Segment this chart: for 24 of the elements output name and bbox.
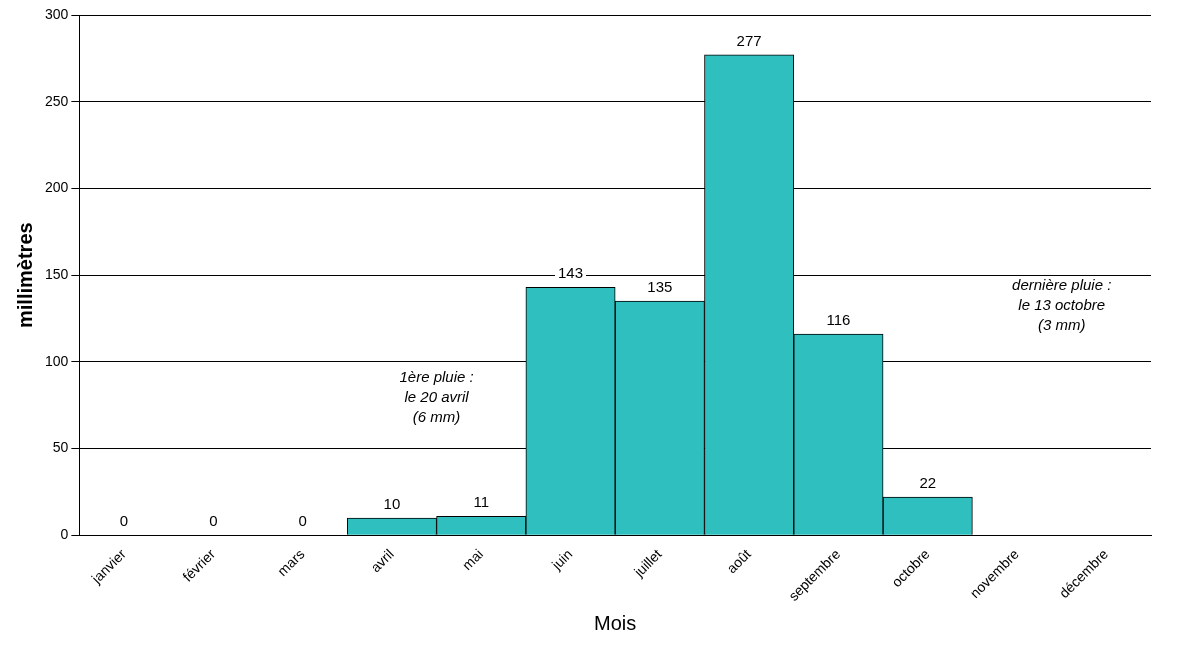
y-tick-label: 100 [45, 352, 69, 369]
data-label: 116 [826, 310, 851, 328]
x-axis-title: Mois [594, 611, 637, 634]
y-tick-label: 300 [45, 5, 69, 22]
data-label: 0 [209, 511, 218, 529]
x-tick-label: juin [547, 545, 576, 574]
data-label: 11 [473, 492, 490, 510]
data-label: 0 [119, 511, 129, 529]
annotation: 1ère pluie : le 20 avril (6 mm) [399, 368, 474, 426]
data-label: 0 [298, 511, 307, 529]
y-tick-label: 150 [45, 266, 69, 283]
data-label: 135 [647, 277, 673, 295]
data-label: 22 [919, 473, 937, 491]
data-label: 277 [736, 31, 762, 49]
y-axis-title: millimètres [13, 222, 36, 328]
data-label: 10 [383, 494, 401, 512]
y-tick-label: 0 [60, 526, 69, 543]
x-tick-label: août [723, 545, 755, 577]
y-tick-label: 250 [45, 92, 69, 109]
data-label: 143 [558, 263, 584, 281]
annotation: dernière pluie : le 13 octobre (3 mm) [1012, 276, 1112, 334]
y-tick-label: 200 [45, 179, 69, 196]
y-tick-label: 50 [52, 439, 69, 456]
x-tick-label: mai [458, 545, 487, 574]
